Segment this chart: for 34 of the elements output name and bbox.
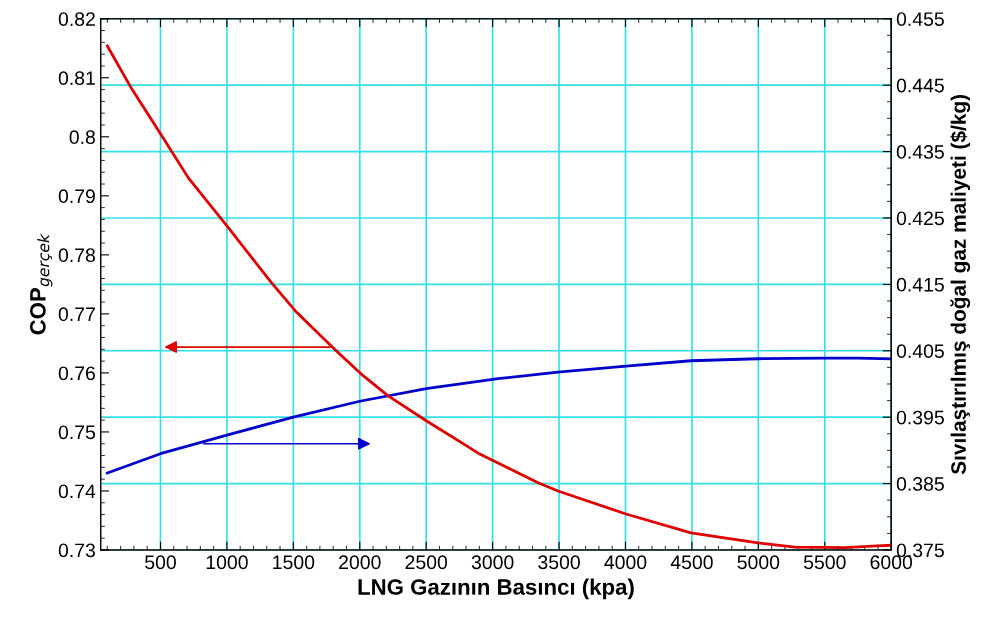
y2-tick-label: 0.395 xyxy=(896,410,944,425)
y2-tick-label: 0.445 xyxy=(896,78,944,93)
y-tick-label: 0.73 xyxy=(58,543,95,558)
y-axis-title: COP$_{gerçek}$ xyxy=(30,233,53,335)
x-tick-label: 2000 xyxy=(339,555,381,570)
y-tick-label: 0.77 xyxy=(58,307,95,322)
y-tick-label: 0.76 xyxy=(58,366,95,381)
x-tick-label: 500 xyxy=(145,555,176,570)
y-tick-label: 0.78 xyxy=(58,248,95,263)
x-axis-title: LNG Gazının Basıncı (kpa) xyxy=(358,578,634,600)
y2-axis-title: Sıvılaştırılmış doğal gaz maliyeti ($/kg) xyxy=(950,94,971,475)
y2-tick-label: 0.385 xyxy=(896,477,944,491)
y-tick-label: 0.81 xyxy=(58,71,95,86)
line-series xyxy=(105,44,892,550)
y-tick-label: 0.82 xyxy=(58,12,95,26)
y2-tick-label: 0.415 xyxy=(896,277,944,292)
y2-tick-label: 0.455 xyxy=(896,12,944,26)
x-tick-label: 4000 xyxy=(604,555,647,570)
x-tick-label: 5000 xyxy=(737,555,780,570)
x-tick-label: 1500 xyxy=(273,555,315,570)
y-tick-label: 0.79 xyxy=(58,189,95,204)
x-tick-label: 3500 xyxy=(538,555,580,570)
x-tick-label: 5500 xyxy=(803,555,846,570)
y-tick-label: 0.74 xyxy=(58,484,96,499)
y-tick-label: 0.8 xyxy=(69,130,95,145)
y2-tick-label: 0.425 xyxy=(896,211,944,226)
x-tick-label: 3000 xyxy=(471,555,514,570)
y2-tick-label: 0.435 xyxy=(896,145,944,159)
x-tick-label: 2500 xyxy=(405,555,448,570)
line-series xyxy=(105,356,892,475)
y2-tick-label: 0.405 xyxy=(896,344,944,359)
x-tick-label: 1000 xyxy=(206,555,248,570)
x-tick-label: 4500 xyxy=(670,555,713,570)
y-tick-label: 0.75 xyxy=(58,425,96,440)
